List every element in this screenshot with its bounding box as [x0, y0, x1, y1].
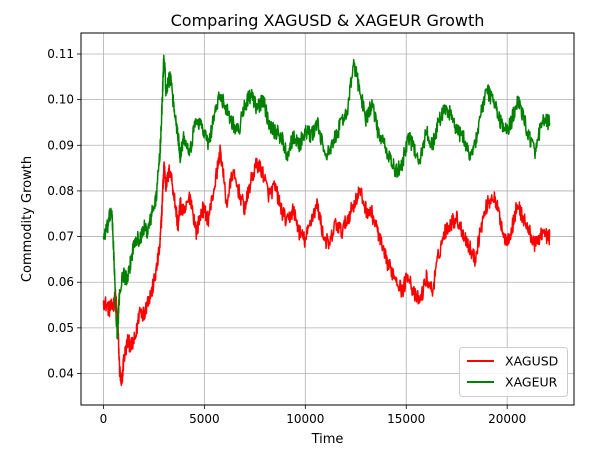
plot-frame [80, 32, 575, 406]
x-tick-label: 0 [100, 412, 108, 426]
y-axis-ticks: 0.04 0.05 0.06 0.07 0.08 0.09 0.10 0.11 [47, 47, 81, 381]
x-tick-label: 5000 [189, 412, 220, 426]
y-tick-label: 0.08 [47, 184, 74, 198]
y-tick-label: 0.05 [47, 321, 74, 335]
x-tick-label: 20000 [488, 412, 526, 426]
series-line-xageur [102, 54, 551, 340]
y-tick-label: 0.07 [47, 230, 74, 244]
y-tick-label: 0.06 [47, 275, 74, 289]
y-tick-label: 0.04 [47, 367, 74, 381]
chart-title: Comparing XAGUSD & XAGEUR Growth [171, 11, 485, 30]
legend: XAGUSD XAGEUR [459, 347, 568, 397]
legend-box [459, 347, 568, 397]
x-tick-label: 10000 [286, 412, 324, 426]
legend-label-xageur: XAGEUR [505, 375, 558, 390]
series-line-xagusd [102, 144, 551, 387]
x-axis-ticks: 0 5000 10000 15000 20000 [100, 405, 526, 426]
legend-label-xagusd: XAGUSD [505, 354, 558, 369]
x-tick-label: 15000 [387, 412, 425, 426]
series-lines [102, 54, 551, 387]
y-tick-label: 0.09 [47, 138, 74, 152]
y-tick-label: 0.10 [47, 93, 74, 107]
y-axis-label: Commodity Growth [20, 156, 35, 282]
x-axis-label: Time [311, 432, 344, 447]
y-tick-label: 0.11 [47, 47, 74, 61]
